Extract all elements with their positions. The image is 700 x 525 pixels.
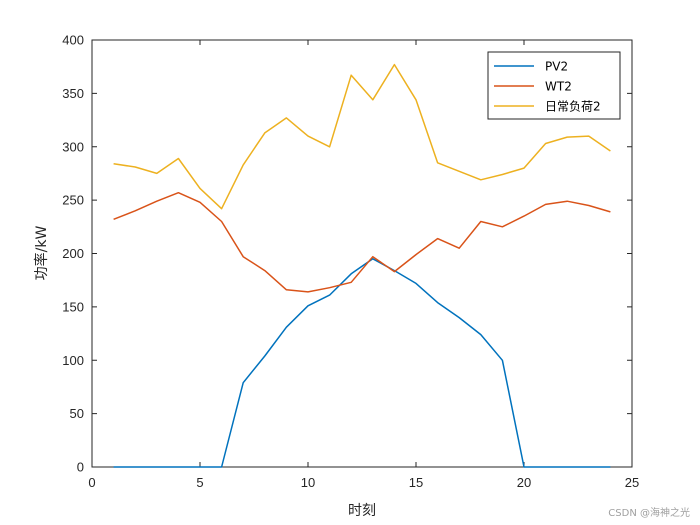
y-axis: 0 50 100 150 200 250 300 350 400 bbox=[62, 33, 632, 475]
x-tick-label: 5 bbox=[196, 475, 203, 490]
y-tick-label: 300 bbox=[62, 139, 84, 154]
y-tick-label: 100 bbox=[62, 353, 84, 368]
legend-label-0: PV2 bbox=[545, 60, 568, 74]
x-tick-label: 0 bbox=[88, 475, 95, 490]
y-tick-label: 400 bbox=[62, 33, 84, 48]
series-layer bbox=[113, 63, 611, 468]
x-axis: 0 5 10 15 20 25 bbox=[88, 40, 639, 490]
legend-label-2: 日常负荷2 bbox=[545, 100, 601, 114]
series-2-line bbox=[113, 63, 611, 210]
y-axis-title: 功率/kW bbox=[33, 226, 50, 281]
legend: PV2 WT2 日常负荷2 bbox=[487, 51, 621, 120]
x-tick-label: 15 bbox=[409, 475, 423, 490]
y-tick-label: 150 bbox=[62, 299, 84, 314]
y-tick-label: 0 bbox=[77, 460, 84, 475]
x-tick-label: 25 bbox=[625, 475, 639, 490]
watermark: CSDN @海神之光 bbox=[608, 506, 690, 519]
legend-label-1: WT2 bbox=[545, 80, 572, 94]
x-tick-label: 10 bbox=[301, 475, 315, 490]
y-tick-label: 350 bbox=[62, 86, 84, 101]
x-axis-title: 时刻 bbox=[348, 503, 376, 519]
series-0-line bbox=[113, 258, 611, 468]
y-tick-label: 250 bbox=[62, 193, 84, 208]
y-tick-label: 200 bbox=[62, 246, 84, 261]
series-1-line bbox=[113, 191, 611, 293]
y-tick-label: 50 bbox=[70, 406, 84, 421]
x-tick-label: 20 bbox=[517, 475, 531, 490]
